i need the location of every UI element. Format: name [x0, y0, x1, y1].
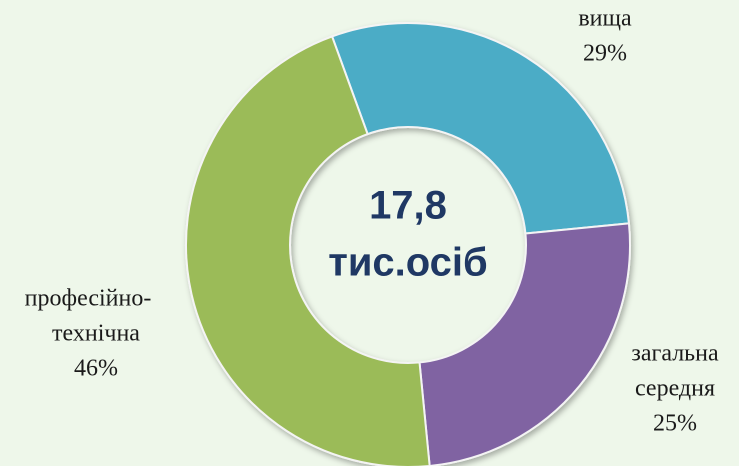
category-label: професійно- [25, 286, 152, 312]
category-label: вища [578, 6, 632, 32]
category-label: технічна [52, 321, 140, 347]
donut-segment [418, 222, 631, 466]
donut-segment [185, 35, 431, 466]
value-label: 46% [74, 356, 118, 382]
category-label: середня [635, 376, 715, 402]
donut [185, 22, 631, 466]
center-unit: тис.осіб [328, 241, 488, 285]
value-label: 25% [653, 411, 697, 437]
center-value: 17,8 [369, 184, 447, 228]
category-label: загальна [631, 341, 719, 367]
value-label: 29% [583, 41, 627, 67]
donut-segment [330, 22, 631, 235]
